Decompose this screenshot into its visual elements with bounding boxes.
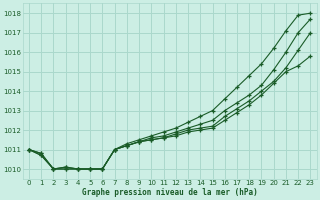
X-axis label: Graphe pression niveau de la mer (hPa): Graphe pression niveau de la mer (hPa)	[82, 188, 258, 197]
